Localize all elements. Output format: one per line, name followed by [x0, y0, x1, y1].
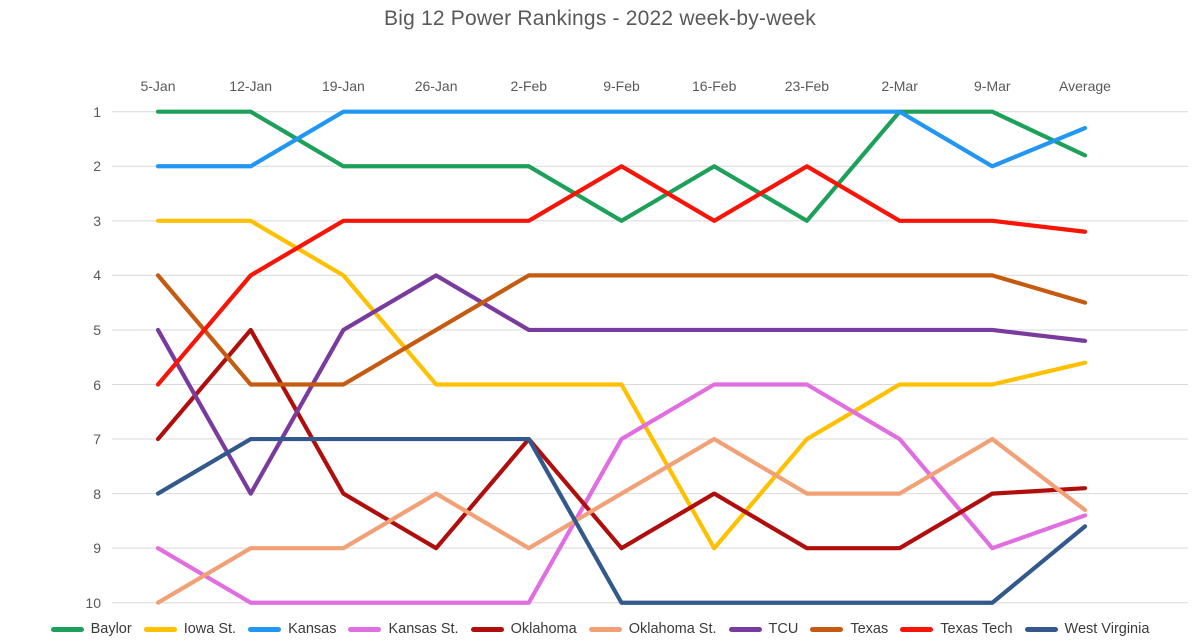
y-axis-label: 10 [85, 594, 101, 611]
x-axis-label: 26-Jan [414, 78, 458, 94]
y-axis-label: 6 [93, 376, 101, 393]
legend-label: Texas Tech [940, 621, 1013, 637]
series-line-kansas [155, 109, 1088, 169]
series-line-texas-tech [155, 164, 1088, 387]
y-axis-label: 7 [93, 431, 101, 448]
legend-item-west-virginia: West Virginia [1024, 621, 1150, 637]
legend-swatch-baylor [50, 626, 84, 632]
legend-item-kansas-st: Kansas St. [348, 621, 459, 637]
series-line-west-virginia [155, 436, 1088, 605]
legend-swatch-west-virginia [1024, 626, 1058, 632]
x-axis-label: 2-Feb [510, 78, 548, 94]
legend-item-oklahoma-st: Oklahoma St. [588, 621, 717, 637]
legend-item-kansas: Kansas [248, 621, 336, 637]
x-axis-label: 2-Mar [881, 78, 918, 94]
legend-label: TCU [768, 621, 799, 637]
x-axis-label: 9-Feb [603, 78, 640, 94]
series-line-baylor [155, 109, 1088, 223]
chart-title: Big 12 Power Rankings - 2022 week-by-wee… [384, 7, 816, 30]
legend-item-texas: Texas [810, 621, 888, 637]
legend-swatch-kansas-st [348, 626, 382, 632]
legend-item-iowa-st: Iowa St. [143, 621, 237, 637]
legend-label: Oklahoma St. [628, 621, 717, 637]
y-axis-label: 8 [93, 485, 101, 502]
y-axis-label: 4 [93, 267, 101, 284]
legend-item-tcu: TCU [728, 621, 799, 637]
legend-item-baylor: Baylor [50, 621, 132, 637]
legend-label: Kansas [288, 621, 337, 637]
legend-label: Kansas St. [388, 621, 459, 637]
y-axis-label: 9 [93, 540, 101, 557]
x-axis-label: 9-Mar [974, 78, 1011, 94]
legend-label: Oklahoma [510, 621, 577, 637]
legend-item-oklahoma: Oklahoma [470, 621, 577, 637]
legend-swatch-tcu [728, 626, 762, 632]
series-line-texas [155, 273, 1088, 387]
series-line-iowa-st [155, 218, 1088, 551]
x-axis-label: 19-Jan [321, 78, 365, 94]
legend: Baylor Iowa St. Kansas Kansas St. Oklahoma Ok… [0, 621, 1200, 637]
legend-item-texas-tech: Texas Tech [900, 621, 1013, 637]
legend-swatch-kansas [248, 626, 282, 632]
series-line-oklahoma-st [155, 436, 1088, 605]
x-axis-label: 5-Jan [140, 78, 176, 94]
y-axis-label: 3 [93, 212, 101, 229]
legend-label: Texas [850, 621, 889, 637]
y-axis-label: 2 [93, 158, 101, 175]
legend-label: Iowa St. [183, 621, 237, 637]
legend-swatch-oklahoma [470, 626, 504, 632]
y-axis-label: 1 [93, 103, 101, 120]
x-axis-label: 23-Feb [784, 78, 830, 94]
legend-swatch-texas-tech [900, 626, 934, 632]
x-axis-label: 12-Jan [229, 78, 273, 94]
legend-swatch-oklahoma-st [588, 626, 622, 632]
y-axis-label: 5 [93, 321, 101, 338]
x-axis-label: 16-Feb [692, 78, 737, 94]
legend-swatch-iowa-st [143, 626, 177, 632]
x-axis-label: Average [1059, 78, 1111, 94]
legend-swatch-texas [810, 626, 844, 632]
legend-label: West Virginia [1064, 621, 1150, 637]
legend-label: Baylor [90, 621, 132, 637]
